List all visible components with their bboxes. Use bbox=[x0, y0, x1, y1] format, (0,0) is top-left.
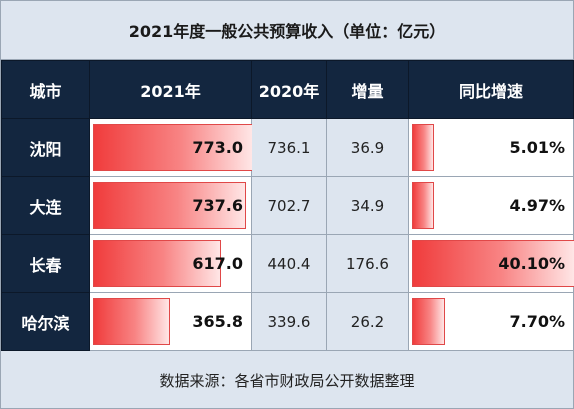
growth-value: 4.97% bbox=[509, 196, 565, 215]
revenue-2021-value: 737.6 bbox=[192, 196, 243, 215]
revenue-2021-cell: 365.8 bbox=[89, 292, 252, 351]
table-row: 大连 737.6 702.7 34.9 4.97% bbox=[1, 176, 574, 235]
increase-cell: 176.6 bbox=[326, 234, 409, 293]
revenue-2020-cell: 339.6 bbox=[251, 292, 327, 351]
city-cell: 长春 bbox=[1, 234, 90, 293]
city-cell: 大连 bbox=[1, 176, 90, 235]
header-row: 城市 2021年 2020年 增量 同比增速 bbox=[1, 60, 574, 119]
growth-cell: 5.01% bbox=[408, 118, 574, 177]
city-cell: 沈阳 bbox=[1, 118, 90, 177]
growth-cell: 4.97% bbox=[408, 176, 574, 235]
growth-value: 40.10% bbox=[498, 254, 565, 273]
col-header-2021: 2021年 bbox=[89, 60, 252, 119]
increase-cell: 34.9 bbox=[326, 176, 409, 235]
revenue-2021-cell: 773.0 bbox=[89, 118, 253, 177]
revenue-2021-bar bbox=[93, 298, 170, 345]
revenue-2021-bar bbox=[93, 124, 253, 171]
revenue-2021-bar bbox=[93, 240, 221, 287]
revenue-2021-cell: 737.6 bbox=[89, 176, 252, 235]
revenue-2020-cell: 702.7 bbox=[251, 176, 327, 235]
table-row: 哈尔滨 365.8 339.6 26.2 7.70% bbox=[1, 292, 574, 351]
growth-bar bbox=[412, 298, 445, 345]
data-source-note: 数据来源：各省市财政局公开数据整理 bbox=[1, 352, 573, 408]
growth-cell: 7.70% bbox=[408, 292, 574, 351]
growth-bar bbox=[412, 240, 574, 287]
growth-cell: 40.10% bbox=[408, 234, 574, 293]
revenue-2021-cell: 617.0 bbox=[89, 234, 252, 293]
city-cell: 哈尔滨 bbox=[1, 292, 90, 351]
increase-cell: 36.9 bbox=[326, 118, 409, 177]
revenue-2021-value: 773.0 bbox=[192, 138, 243, 157]
growth-bar bbox=[412, 124, 434, 171]
col-header-city: 城市 bbox=[1, 60, 90, 119]
revenue-2020-cell: 440.4 bbox=[251, 234, 327, 293]
table-title: 2021年度一般公共预算收入（单位：亿元） bbox=[1, 1, 573, 60]
col-header-increase: 增量 bbox=[326, 60, 409, 119]
revenue-2021-bar bbox=[93, 182, 246, 229]
revenue-2020-cell: 736.1 bbox=[251, 118, 327, 177]
increase-cell: 26.2 bbox=[326, 292, 409, 351]
revenue-table: 城市 2021年 2020年 增量 同比增速 沈阳 773.0 736.1 36… bbox=[1, 60, 574, 351]
col-header-growth: 同比增速 bbox=[408, 60, 574, 119]
growth-value: 5.01% bbox=[509, 138, 565, 157]
col-header-2020: 2020年 bbox=[251, 60, 327, 119]
table-row: 沈阳 773.0 736.1 36.9 5.01% bbox=[1, 118, 574, 177]
growth-value: 7.70% bbox=[509, 312, 565, 331]
growth-bar bbox=[412, 182, 434, 229]
revenue-2021-value: 617.0 bbox=[192, 254, 243, 273]
revenue-2021-value: 365.8 bbox=[192, 312, 243, 331]
table-row: 长春 617.0 440.4 176.6 40.10% bbox=[1, 234, 574, 293]
